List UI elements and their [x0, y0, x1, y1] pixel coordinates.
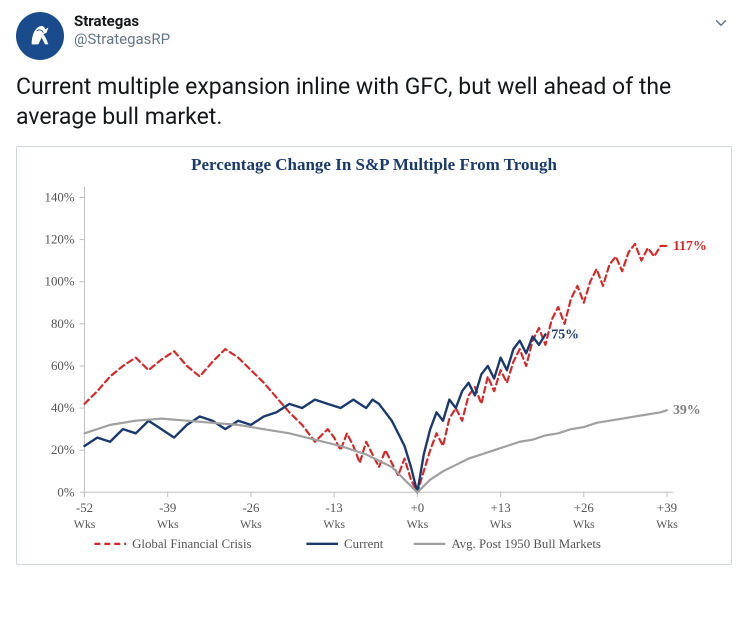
svg-text:80%: 80%	[51, 317, 75, 331]
svg-text:60%: 60%	[51, 359, 75, 373]
svg-text:Wks: Wks	[573, 517, 595, 531]
svg-text:Wks: Wks	[656, 517, 678, 531]
avatar-icon	[20, 16, 60, 56]
svg-text:+39: +39	[657, 501, 677, 515]
display-name[interactable]: Strategas	[74, 12, 170, 30]
svg-text:Wks: Wks	[490, 517, 512, 531]
avatar[interactable]	[16, 12, 64, 60]
svg-text:120%: 120%	[45, 232, 75, 246]
tweet-card: Strategas @StrategasRP Current multiple …	[0, 0, 748, 577]
svg-text:Avg. Post 1950 Bull Markets: Avg. Post 1950 Bull Markets	[451, 537, 601, 551]
svg-text:Global Financial Crisis: Global Financial Crisis	[132, 537, 251, 551]
svg-text:Wks: Wks	[74, 517, 96, 531]
svg-text:+13: +13	[491, 501, 511, 515]
tweet-header: Strategas @StrategasRP	[16, 12, 732, 60]
account-names: Strategas @StrategasRP	[74, 12, 170, 48]
svg-text:+26: +26	[574, 501, 595, 515]
svg-text:Wks: Wks	[406, 517, 428, 531]
svg-text:75%: 75%	[551, 327, 579, 342]
svg-text:Wks: Wks	[157, 517, 179, 531]
svg-text:0%: 0%	[57, 485, 74, 499]
chart-title: Percentage Change In S&P Multiple From T…	[27, 155, 721, 175]
svg-text:Wks: Wks	[240, 517, 262, 531]
handle[interactable]: @StrategasRP	[74, 30, 170, 48]
svg-text:100%: 100%	[45, 274, 75, 288]
chart-container: Percentage Change In S&P Multiple From T…	[16, 146, 732, 565]
svg-text:-13: -13	[326, 501, 343, 515]
svg-text:-39: -39	[159, 501, 176, 515]
svg-text:39%: 39%	[673, 403, 701, 418]
svg-text:40%: 40%	[51, 401, 75, 415]
svg-text:117%: 117%	[673, 239, 707, 254]
svg-text:-26: -26	[242, 501, 260, 515]
svg-text:-52: -52	[76, 501, 93, 515]
line-chart: 0% 20% 40% 60% 80% 100% 120% 140% -52 Wks -39 Wks -2…	[27, 181, 721, 558]
chevron-down-icon[interactable]	[712, 14, 730, 36]
svg-text:Wks: Wks	[323, 517, 345, 531]
svg-text:Current: Current	[344, 537, 384, 551]
svg-text:20%: 20%	[51, 443, 75, 457]
svg-text:+0: +0	[411, 501, 425, 515]
tweet-text: Current multiple expansion inline with G…	[16, 72, 732, 132]
svg-text:140%: 140%	[45, 190, 75, 204]
